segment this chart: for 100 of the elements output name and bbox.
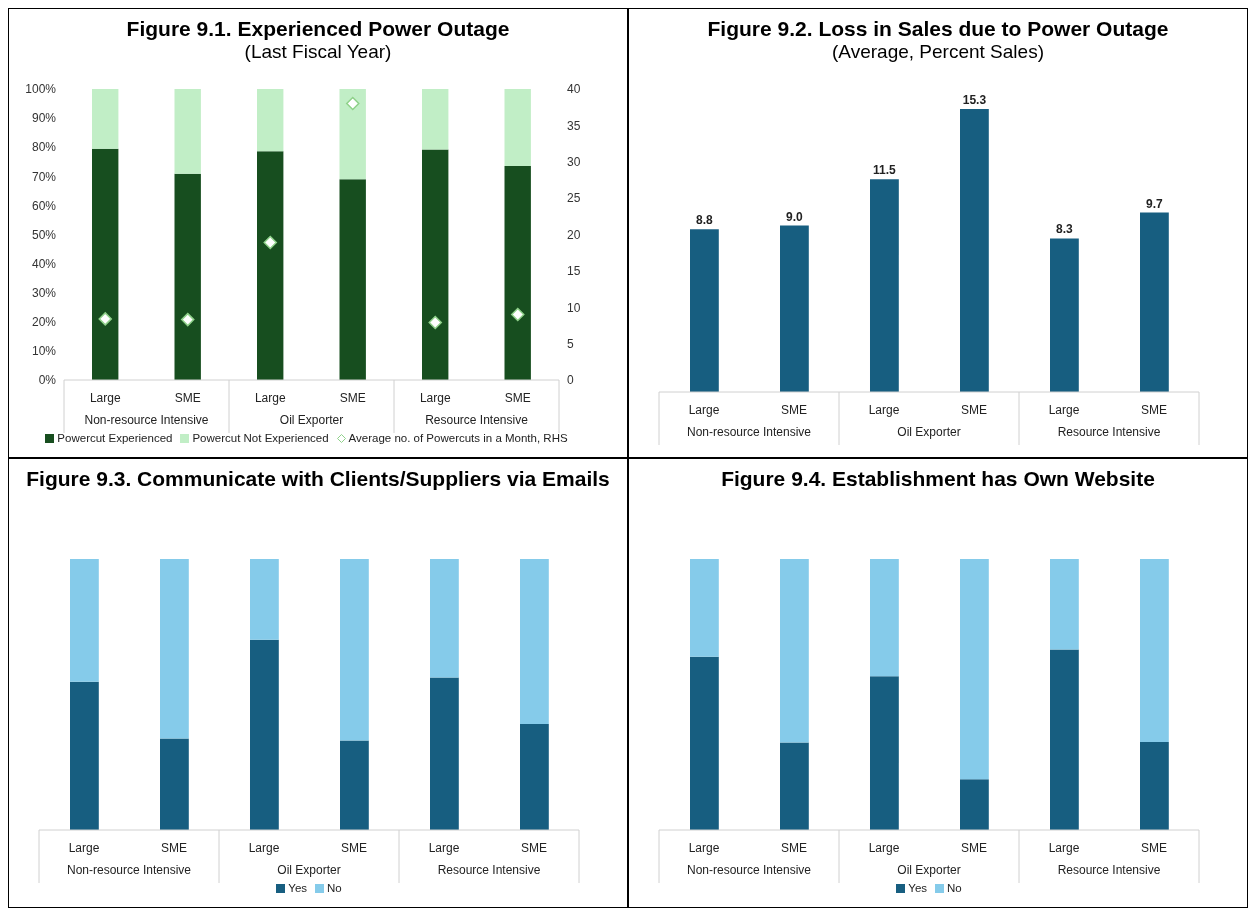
x-tick-label: Large (248, 841, 280, 855)
bar (870, 676, 899, 830)
y2-tick-label: 5 (567, 336, 574, 351)
y2-tick-label: 25 (567, 191, 581, 206)
x-tick-label: SME (960, 403, 988, 417)
bar (960, 109, 989, 392)
y-tick-label: 20% (31, 315, 57, 330)
text: Oil Exporter (897, 425, 961, 439)
bar (1050, 649, 1079, 830)
bar (690, 559, 719, 657)
bar (520, 559, 549, 725)
y-tick-label: 90% (31, 111, 57, 126)
x-tick-label: Large (868, 403, 900, 417)
bar (960, 779, 989, 830)
bar (160, 559, 189, 739)
text: Resource Intensive (1057, 863, 1161, 877)
x-tick-label: SME (339, 391, 366, 405)
bar (250, 639, 279, 830)
y-tick-label: 50% (31, 227, 57, 242)
legend-label: Powercut Experienced (57, 432, 173, 444)
x-tick-label: Large (688, 403, 720, 417)
x-tick-label: Large (89, 391, 121, 405)
bar (960, 559, 989, 780)
point (98, 312, 112, 326)
bar (1050, 238, 1079, 392)
bar (1140, 559, 1169, 742)
bar (422, 149, 449, 380)
bar (174, 89, 201, 174)
bar (174, 173, 201, 380)
x-tick-label: Large (419, 391, 451, 405)
bar (430, 677, 459, 830)
bar (70, 681, 99, 830)
data-label: 8.3 (1056, 222, 1074, 237)
legend-label: Yes (908, 882, 928, 894)
bar (340, 559, 369, 741)
legend-label: Yes (288, 882, 308, 894)
legend-label: No (327, 882, 342, 894)
bar (92, 148, 119, 380)
bar (92, 89, 119, 149)
data-label: 15.3 (962, 93, 987, 107)
x-tick-label: Large (68, 841, 100, 855)
bar (690, 656, 719, 830)
y-tick-label: 40% (31, 256, 57, 271)
x-tick-label: SME (160, 841, 188, 855)
bar (1140, 741, 1169, 830)
legend-label: Average no. of Powercuts in a Month, RHS (348, 432, 568, 444)
bar (339, 179, 366, 380)
text: Non-resource Intensive (686, 425, 812, 439)
bar (780, 559, 809, 743)
point (428, 315, 442, 330)
x-tick-label: SME (174, 391, 201, 405)
y-tick-label: 80% (31, 140, 57, 155)
chart-subtitle: (Last Fiscal Year) (243, 41, 393, 63)
bar (504, 166, 531, 380)
bar (257, 89, 284, 152)
y-tick-label: 60% (31, 198, 57, 213)
bar (780, 225, 809, 392)
text: Resource Intensive (437, 863, 541, 877)
bar (70, 559, 99, 682)
bar (430, 559, 459, 678)
data-label: 9.7 (1146, 196, 1164, 211)
text: Oil Exporter (277, 863, 341, 877)
y2-tick-label: 20 (567, 227, 581, 242)
bar (690, 229, 719, 392)
data-label: 9.0 (786, 209, 804, 224)
y2-tick-label: 10 (567, 300, 581, 315)
x-tick-label: SME (1140, 403, 1168, 417)
text: Non-resource Intensive (686, 863, 812, 877)
x-tick-label: Large (688, 841, 720, 855)
chart-subtitle: (Average, Percent Sales) (831, 41, 1045, 63)
y-tick-label: 10% (31, 344, 57, 359)
y-tick-label: 100% (25, 82, 57, 97)
y-tick-label: 0% (38, 373, 57, 388)
point (263, 235, 277, 250)
bar (340, 740, 369, 830)
x-tick-label: Large (1048, 403, 1080, 417)
text: Oil Exporter (897, 863, 961, 877)
legend-label: No (947, 882, 962, 894)
bar (250, 559, 279, 640)
bar (422, 89, 449, 150)
bar (339, 89, 366, 180)
x-tick-label: SME (1140, 841, 1168, 855)
x-tick-label: Large (868, 841, 900, 855)
y-tick-label: 70% (31, 169, 57, 184)
x-tick-label: SME (780, 403, 808, 417)
bar (257, 151, 284, 380)
bar (520, 724, 549, 830)
y2-tick-label: 30 (567, 155, 581, 170)
point (346, 96, 360, 111)
data-label: 11.5 (873, 163, 897, 178)
chart-title: Figure 9.1. Experienced Power Outage (125, 17, 511, 41)
y2-tick-label: 0 (567, 373, 574, 388)
chart-title: Figure 9.3. Communicate with Clients/Suppliers via Emails (25, 467, 611, 491)
bar (780, 742, 809, 830)
bar (870, 179, 899, 392)
x-tick-label: SME (340, 841, 368, 855)
bar (504, 89, 531, 167)
y-tick-label: 30% (31, 285, 57, 300)
x-tick-label: Large (254, 391, 286, 405)
y2-tick-label: 15 (567, 264, 581, 279)
